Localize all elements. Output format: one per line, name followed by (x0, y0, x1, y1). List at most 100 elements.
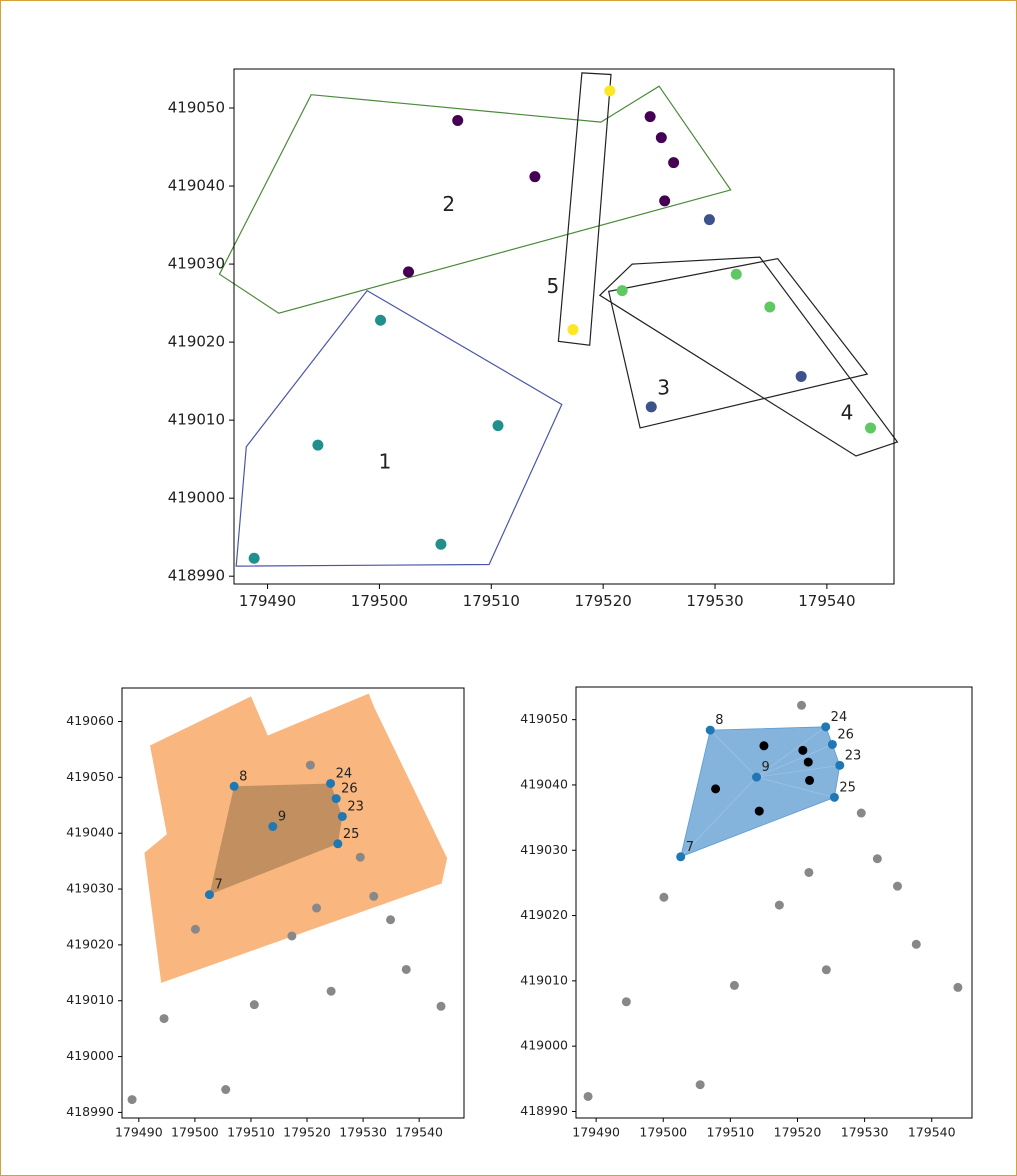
y-tick-label: 418990 (66, 1104, 114, 1119)
data-point (704, 214, 715, 225)
cluster-polygon-1 (236, 291, 562, 566)
y-tick-label: 419040 (168, 177, 225, 195)
highlight-point (752, 773, 761, 782)
point-label-7: 7 (214, 878, 222, 893)
other-point (437, 1002, 446, 1011)
point-label-24: 24 (831, 710, 848, 725)
other-point (287, 931, 296, 940)
highlight-point (835, 761, 844, 770)
cluster-polygon-4 (600, 257, 898, 456)
data-point (312, 440, 323, 451)
data-point (645, 111, 656, 122)
other-point (191, 925, 200, 934)
x-tick-label: 179500 (639, 1125, 687, 1140)
other-point (584, 1092, 593, 1101)
y-tick-label: 419040 (66, 825, 114, 840)
x-tick-label: 179520 (575, 592, 632, 610)
y-tick-label: 419000 (66, 1048, 114, 1063)
point-label-8: 8 (239, 769, 247, 784)
inner-point (804, 758, 813, 767)
data-point (796, 371, 807, 382)
x-tick-label: 179530 (841, 1125, 889, 1140)
y-tick-label: 419000 (520, 1038, 568, 1053)
other-point (822, 965, 831, 974)
highlight-point (676, 852, 685, 861)
point-label-26: 26 (837, 727, 854, 742)
highlight-point (230, 782, 239, 791)
point-label-7: 7 (686, 840, 694, 855)
chart-1: 1 2 3 4 5 179490 179500 179510 179520 179530 17954… (168, 69, 898, 610)
other-point (356, 853, 365, 862)
cluster-polygon-3 (609, 259, 868, 428)
inner-point (755, 807, 764, 816)
y-tick-label: 418990 (520, 1103, 568, 1118)
other-point (953, 983, 962, 992)
y-tick-label: 419030 (168, 255, 225, 273)
other-point (893, 882, 902, 891)
data-point (452, 115, 463, 126)
point-label-25: 25 (839, 780, 856, 795)
data-point (646, 401, 657, 412)
other-point (912, 940, 921, 949)
x-tick-label: 179540 (798, 592, 855, 610)
data-point (403, 266, 414, 277)
cluster-label-3: 3 (657, 375, 670, 399)
other-point (312, 904, 321, 913)
highlight-point (828, 740, 837, 749)
other-point (804, 868, 813, 877)
other-point (775, 901, 784, 910)
point-label-9: 9 (762, 760, 770, 775)
x-tick-label: 179490 (239, 592, 296, 610)
x-tick-label: 179520 (283, 1125, 331, 1140)
y-tick-label: 419040 (520, 776, 568, 791)
highlight-point (332, 794, 341, 803)
other-point (402, 965, 411, 974)
axes-frame (234, 69, 894, 584)
data-point (435, 539, 446, 550)
y-tick-label: 419010 (520, 972, 568, 987)
cluster-polygon-5 (558, 73, 611, 345)
other-point (730, 981, 739, 990)
data-point (659, 195, 670, 206)
x-tick-label: 179500 (171, 1125, 219, 1140)
other-point (386, 915, 395, 924)
point-label-24: 24 (336, 766, 353, 781)
point-label-23: 23 (347, 799, 364, 814)
highlight-point (205, 890, 214, 899)
data-point (375, 315, 386, 326)
x-tick-label: 179530 (339, 1125, 387, 1140)
other-point (306, 761, 315, 770)
other-point (797, 701, 806, 710)
y-tick-label: 419010 (66, 992, 114, 1007)
inner-point (759, 741, 768, 750)
x-tick-label: 179510 (707, 1125, 755, 1140)
x-tick-label: 179530 (686, 592, 743, 610)
y-tick-label: 419020 (66, 936, 114, 951)
cluster-label-1: 1 (379, 450, 392, 474)
data-point (731, 269, 742, 280)
point-label-25: 25 (343, 827, 360, 842)
highlight-point (268, 822, 277, 831)
other-point (696, 1080, 705, 1089)
inner-point (798, 746, 807, 755)
x-tick-label: 179540 (908, 1125, 956, 1140)
x-tick-label: 179540 (395, 1125, 443, 1140)
other-point (857, 809, 866, 818)
y-tick-label: 419060 (66, 713, 114, 728)
highlight-point (830, 793, 839, 802)
point-label-23: 23 (845, 748, 862, 763)
y-tick-label: 419020 (520, 907, 568, 922)
y-tick-label: 419050 (520, 711, 568, 726)
other-point (659, 893, 668, 902)
other-point (622, 997, 631, 1006)
other-point (250, 1000, 259, 1009)
y-tick-label: 419030 (66, 881, 114, 896)
y-tick-label: 419010 (168, 411, 225, 429)
highlight-point (326, 779, 335, 788)
highlight-point (338, 812, 347, 821)
inner-point (805, 776, 814, 785)
x-tick-label: 179510 (227, 1125, 275, 1140)
y-tick-label: 419020 (168, 333, 225, 351)
x-tick-label: 179510 (463, 592, 520, 610)
